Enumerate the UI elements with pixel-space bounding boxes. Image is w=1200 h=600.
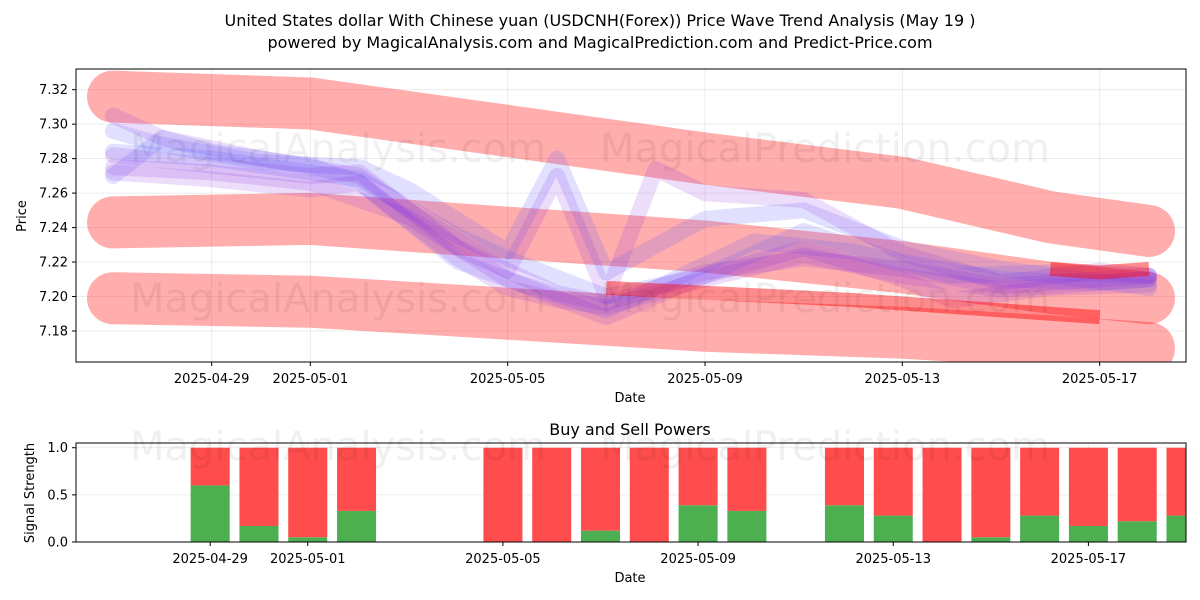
- signal-x-tick-label: 2025-05-01: [270, 552, 346, 567]
- buy-bar: [1166, 515, 1186, 542]
- sell-bar: [1020, 447, 1060, 516]
- buy-bar: [1117, 521, 1157, 542]
- price-arrow-2: [1049, 261, 1150, 280]
- price-wave-6: [105, 159, 1157, 326]
- signal-plot-frame: [75, 442, 1187, 543]
- price-y-axis: 7.18 7.20 7.22 7.24 7.26 7.28 7.30 7.32: [39, 83, 76, 339]
- buy-bar: [288, 537, 328, 542]
- watermark-mid-right: MagicalPrediction.com: [600, 276, 1050, 322]
- sell-bar: [1117, 447, 1157, 522]
- price-x-tick-label: 2025-05-01: [273, 372, 349, 387]
- signal-y-axis: 0.0 0.5 1.0: [47, 441, 76, 551]
- signal-y-tick-label: 0.5: [47, 488, 68, 503]
- sell-bar: [1166, 447, 1186, 516]
- price-wave-7: [105, 147, 1157, 312]
- buy-bar: [337, 510, 377, 542]
- buy-bar: [580, 530, 621, 542]
- buy-sell-chart: Buy and Sell Powers MagicalAnalysis.com …: [23, 420, 1187, 586]
- sell-bar: [483, 447, 523, 542]
- price-y-tick-label: 7.28: [39, 152, 68, 167]
- signal-x-axis-label: Date: [614, 571, 645, 586]
- price-x-tick-label: 2025-05-13: [865, 372, 941, 387]
- buy-bar: [824, 505, 864, 542]
- price-arrow-1: [605, 280, 1101, 325]
- sell-bar: [532, 447, 572, 542]
- buy-bar: [239, 525, 279, 542]
- watermark-mid-left: MagicalAnalysis.com: [130, 276, 546, 322]
- sell-bar: [629, 447, 669, 542]
- buy-bar: [727, 510, 767, 542]
- price-band-1: [87, 70, 1175, 257]
- price-wave-4: [105, 164, 1157, 315]
- price-x-axis-label: Date: [614, 391, 645, 406]
- watermark-bottom-right: MagicalPrediction.com: [600, 424, 1050, 470]
- signal-y-tick-label: 0.0: [47, 536, 68, 551]
- signal-x-tick-label: 2025-05-13: [855, 552, 931, 567]
- price-y-tick-label: 7.22: [39, 256, 68, 271]
- sell-bar: [971, 447, 1011, 538]
- signal-bars: [190, 447, 1186, 542]
- price-band-2: [87, 192, 1175, 325]
- chart-title: United States dollar With Chinese yuan (…: [225, 11, 976, 30]
- price-x-tick-label: 2025-05-17: [1062, 372, 1138, 387]
- price-wave-chart: MagicalAnalysis.com MagicalPrediction.co…: [15, 68, 1187, 406]
- watermark-top-right: MagicalPrediction.com: [600, 126, 1050, 172]
- price-band-3: [87, 272, 1175, 362]
- signal-x-tick-label: 2025-04-29: [172, 552, 248, 567]
- sell-bar: [580, 447, 621, 531]
- buy-bar: [190, 485, 230, 542]
- buy-sell-title: Buy and Sell Powers: [549, 420, 711, 439]
- signal-x-axis: 2025-04-29 2025-05-01 2025-05-05 2025-05-09…: [172, 542, 1126, 567]
- buy-bar: [971, 537, 1011, 542]
- price-y-tick-label: 7.18: [39, 324, 68, 339]
- price-wave-1: [105, 143, 1157, 305]
- signal-x-tick-label: 2025-05-09: [660, 552, 736, 567]
- price-arrows: [605, 261, 1150, 325]
- price-x-tick-label: 2025-05-05: [470, 372, 546, 387]
- price-waves: [105, 107, 1157, 326]
- watermark-bottom-left: MagicalAnalysis.com: [130, 424, 546, 470]
- price-plot-frame: [75, 68, 1187, 363]
- price-x-tick-label: 2025-05-09: [667, 372, 743, 387]
- sell-bar: [922, 447, 962, 542]
- buy-bar: [873, 515, 913, 542]
- sell-bar: [678, 447, 718, 506]
- price-y-tick-label: 7.26: [39, 187, 68, 202]
- signal-x-tick-label: 2025-05-17: [1051, 552, 1127, 567]
- sell-bar: [1068, 447, 1108, 526]
- price-wave-2: [105, 123, 1157, 296]
- signal-x-tick-label: 2025-05-05: [465, 552, 541, 567]
- price-wave-5: [105, 107, 1157, 305]
- buy-bar: [1020, 515, 1060, 542]
- price-x-tick-label: 2025-04-29: [174, 372, 250, 387]
- signal-y-tick-label: 1.0: [47, 441, 68, 456]
- price-wave-3: [105, 129, 1157, 319]
- sell-bar: [824, 447, 864, 506]
- chart-subtitle: powered by MagicalAnalysis.com and Magic…: [267, 33, 932, 52]
- sell-bar: [288, 447, 328, 538]
- buy-bar: [1068, 525, 1108, 542]
- sell-bar: [239, 447, 279, 526]
- price-bands: [87, 70, 1175, 362]
- price-grid: [76, 69, 1186, 362]
- price-y-tick-label: 7.24: [39, 221, 68, 236]
- price-x-axis: 2025-04-29 2025-05-01 2025-05-05 2025-05-09…: [174, 362, 1138, 387]
- watermark-top-left: MagicalAnalysis.com: [130, 126, 546, 172]
- price-y-tick-label: 7.32: [39, 83, 68, 98]
- price-y-tick-label: 7.20: [39, 290, 68, 305]
- sell-bar: [337, 447, 377, 511]
- price-y-axis-label: Price: [15, 200, 30, 232]
- sell-bar: [190, 447, 230, 486]
- buy-bar: [678, 505, 718, 542]
- sell-bar: [873, 447, 913, 516]
- signal-y-axis-label: Signal Strength: [23, 443, 38, 543]
- sell-bar: [727, 447, 767, 511]
- price-y-tick-label: 7.30: [39, 118, 68, 133]
